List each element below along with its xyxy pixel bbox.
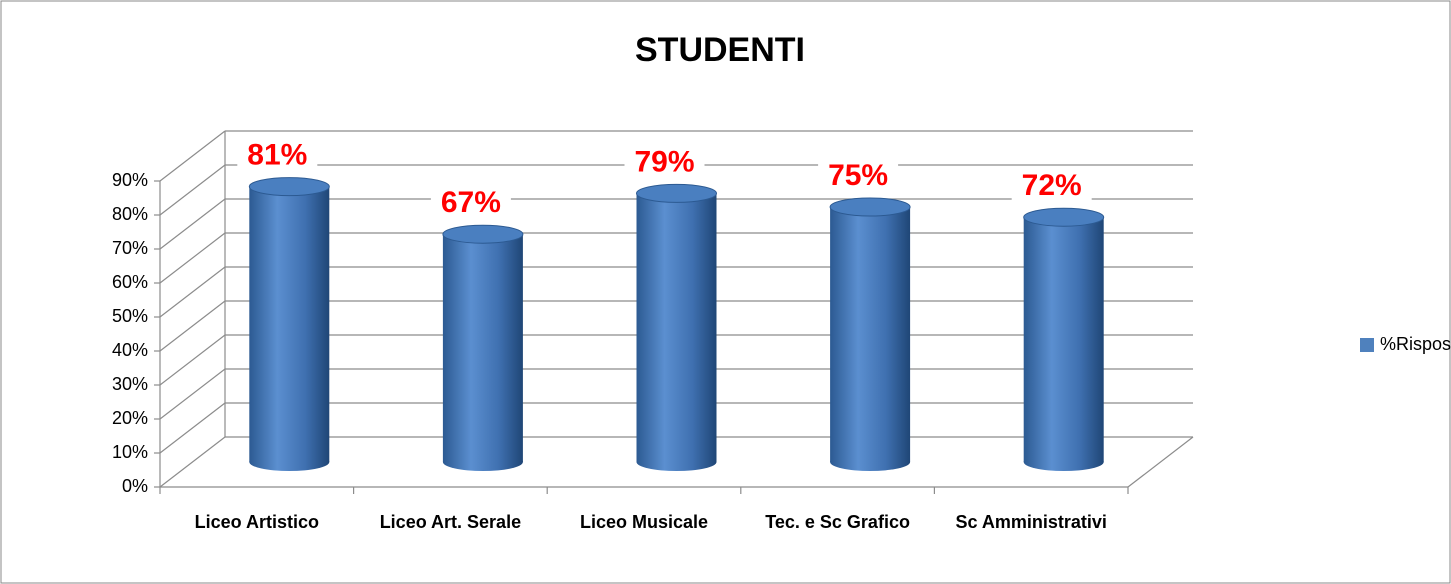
y-tick-label: 30% [112,374,148,394]
bar-top [248,177,330,197]
y-tick-label: 10% [112,442,148,462]
bar [636,183,717,471]
y-tick-label: 20% [112,408,148,428]
y-tick-label: 0% [122,476,148,496]
legend-label: %Risposte [1380,334,1451,354]
data-label: 81% [247,139,307,172]
y-tick-label: 40% [112,340,148,360]
grid-line-side [159,300,226,352]
y-tick-label: 80% [112,204,148,224]
bar [442,224,524,471]
data-label-bg [818,159,899,193]
data-label: 72% [1022,169,1082,202]
y-tick-label: 70% [112,238,148,258]
grid-line-side [159,436,226,488]
bar [248,177,330,471]
bar-top [1023,207,1105,227]
data-label: 75% [828,159,888,192]
x-tick-label: Liceo Art. Serale [379,512,522,532]
x-tick-label: Liceo Artistico [194,512,319,532]
grid-line-side [159,232,226,284]
data-label-bg [430,186,511,221]
bar-body [249,186,330,462]
y-tick-label: 60% [112,272,148,292]
bar-top [829,197,911,217]
grid-line-side [159,368,226,420]
grid-line-side [159,266,226,318]
x-tick-label: Tec. e Sc Grafico [765,512,910,532]
y-tick-label: 90% [112,170,148,190]
data-label-bg [237,138,318,173]
bar-body [442,234,523,462]
bar-bottom [249,453,330,471]
bar [829,197,911,471]
bar-body [830,207,911,462]
y-tick-label: 50% [112,306,148,326]
data-label: 79% [634,145,694,178]
grid-line-side [159,130,226,182]
grid-line-side [159,198,226,250]
grid-line-side [159,334,226,386]
bar-top [442,224,524,244]
bar-bottom [1023,453,1104,471]
x-tick-label: Sc Amministrativi [955,512,1107,532]
floor-right [1127,436,1194,488]
legend-swatch [1360,338,1374,352]
data-label-bg [624,145,705,180]
bar-bottom [636,453,717,471]
chart-title: STUDENTI [635,31,805,69]
grid-line-side [159,402,226,454]
bar-body [636,193,717,462]
bar-bottom [442,453,523,471]
grid-line-side [159,164,226,216]
x-tick-label: Liceo Musicale [579,512,709,532]
bar-bottom [830,453,911,471]
data-label: 67% [441,186,501,219]
bar [1023,207,1105,471]
bar-top [636,183,717,203]
data-label-bg [1011,169,1092,204]
bar-body [1023,217,1104,462]
